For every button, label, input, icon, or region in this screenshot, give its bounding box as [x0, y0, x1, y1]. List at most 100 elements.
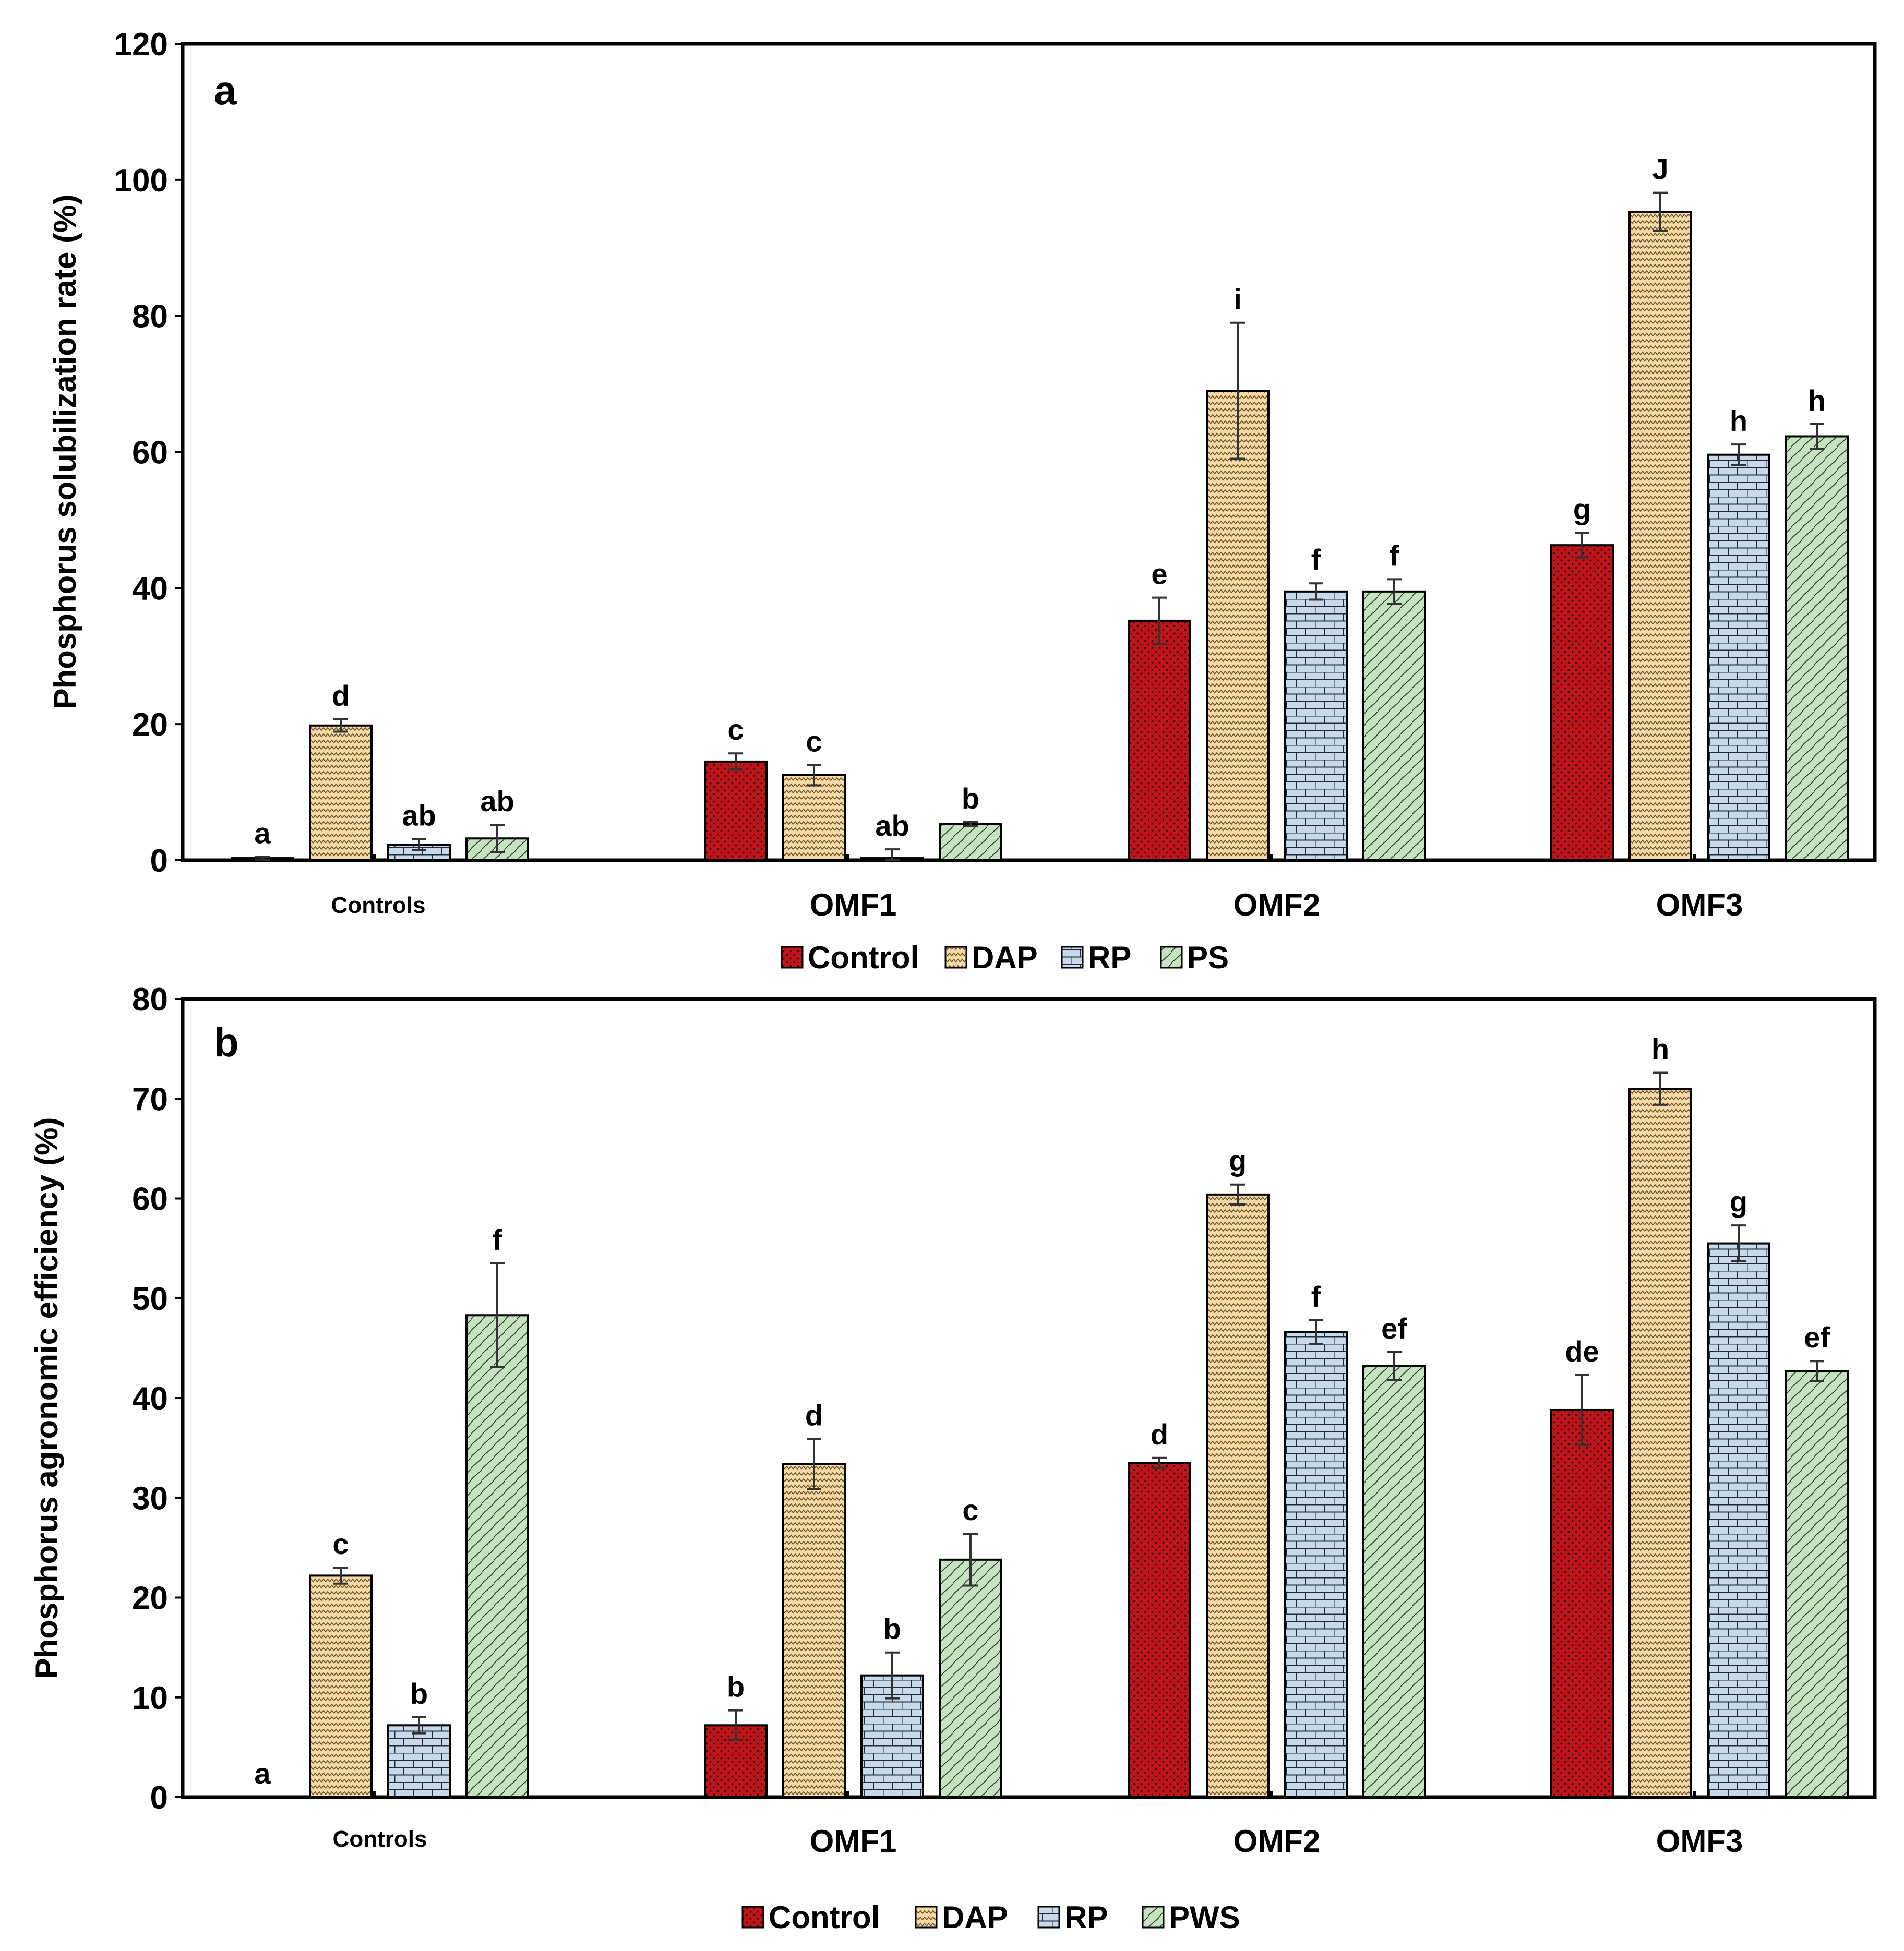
- y-tick-label: 50: [132, 1281, 168, 1317]
- legend-swatch-control-b: [741, 1906, 764, 1929]
- legend-label-ps-a: PS: [1187, 940, 1229, 975]
- bar-dap-omf3: [1628, 211, 1692, 862]
- significance-letter: d: [1151, 1418, 1168, 1451]
- legend-a: Control DAP RP PS: [781, 940, 1229, 975]
- category-label-omf3-b: OMF3: [1656, 1824, 1743, 1859]
- category-label-omf3-a: OMF3: [1656, 887, 1743, 922]
- legend-swatch-control-a: [781, 946, 804, 969]
- significance-letter: a: [254, 816, 271, 849]
- significance-letter: f: [493, 1223, 502, 1256]
- bar-ps-omf2: [1362, 590, 1426, 861]
- significance-letter: i: [1234, 283, 1242, 316]
- bar-control-omf2: [1128, 1462, 1191, 1798]
- y-tick-label: 0: [150, 843, 168, 879]
- legend-label-rp-b: RP: [1064, 1900, 1108, 1935]
- bar-rp-omf3: [1707, 1242, 1770, 1798]
- bar-dap-omf3: [1628, 1088, 1692, 1798]
- panel-a: 0 20 40 60 80 100 120 a c e g d c i Jab ab f h ab b f h a Ph…: [47, 27, 1877, 975]
- significance-letter: c: [962, 1494, 978, 1526]
- y-tick-label: 0: [150, 1780, 168, 1816]
- legend-swatch-dap-b: [915, 1906, 938, 1929]
- significance-letter: ab: [402, 799, 436, 832]
- bar-rp-controls: [387, 1724, 451, 1799]
- bar-pws-omf3: [1785, 1370, 1849, 1799]
- y-tick-label: 70: [132, 1081, 168, 1117]
- panel-label-b: b: [214, 1019, 239, 1065]
- bar-control-omf1: [704, 760, 768, 862]
- category-tick-mark: [1693, 1791, 1696, 1797]
- y-axis-b: 0 10 20 30 40 50 60 70 80: [132, 982, 183, 1816]
- significance-letter: a: [254, 1757, 271, 1790]
- plot-frame-a: [181, 42, 1877, 862]
- significance-letter: h: [1730, 404, 1747, 437]
- category-label-omf2-a: OMF2: [1234, 887, 1321, 922]
- bar-ps-omf1: [939, 823, 1002, 861]
- bar-pws-controls: [465, 1314, 529, 1798]
- legend-swatch-dap-a: [944, 946, 967, 969]
- bar-dap-omf2: [1206, 390, 1270, 861]
- bars-b: a b d de c d g h b b f g f c ef ef: [254, 1033, 1849, 1799]
- category-label-omf1-b: OMF1: [810, 1824, 897, 1859]
- legend-swatch-rp-b: [1037, 1906, 1060, 1929]
- category-tick-mark: [1693, 854, 1696, 860]
- bar-dap-omf1: [782, 774, 846, 861]
- y-tick-label: 80: [132, 299, 168, 335]
- legend-label-rp-a: RP: [1088, 940, 1131, 975]
- legend-swatch-rp-a: [1061, 946, 1084, 969]
- legend-label-control-b: Control: [769, 1900, 880, 1935]
- legend-b: Control DAP RP PWS: [741, 1900, 1240, 1935]
- bar-control-omf3: [1550, 1408, 1614, 1798]
- legend-label-dap-b: DAP: [942, 1900, 1008, 1935]
- significance-letter: b: [962, 782, 979, 815]
- y-tick-label: 120: [114, 27, 168, 63]
- bar-pws-omf2: [1362, 1365, 1426, 1799]
- y-axis-label-b: Phosphorus agronomic efficiency (%): [29, 1117, 64, 1679]
- significance-letter: h: [1651, 1033, 1669, 1066]
- significance-letter: d: [332, 679, 350, 712]
- bar-dap-controls: [309, 724, 373, 862]
- y-tick-label: 10: [132, 1680, 168, 1716]
- y-axis-a: 0 20 40 60 80 100 120: [114, 27, 183, 879]
- legend-swatch-ps-a: [1160, 946, 1183, 969]
- bar-rp-omf2: [1284, 590, 1348, 861]
- bar-rp-omf3: [1707, 453, 1770, 861]
- significance-letter: h: [1808, 384, 1826, 417]
- significance-letter: d: [805, 1399, 823, 1431]
- y-tick-label: 60: [132, 1182, 168, 1218]
- y-tick-label: 20: [132, 1581, 168, 1617]
- category-tick-mark: [1270, 854, 1273, 860]
- y-tick-label: 80: [132, 982, 168, 1018]
- significance-letter: g: [1730, 1185, 1747, 1218]
- legend-swatch-pws-b: [1142, 1906, 1165, 1929]
- significance-letter: ef: [1381, 1312, 1407, 1345]
- significance-letter: c: [332, 1527, 349, 1560]
- significance-letter: de: [1565, 1335, 1599, 1368]
- legend-label-control-a: Control: [808, 940, 919, 975]
- significance-letter: b: [727, 1670, 745, 1703]
- category-label-omf1-a: OMF1: [810, 887, 897, 922]
- y-tick-label: 40: [132, 571, 168, 607]
- category-tick-mark: [1270, 1791, 1273, 1797]
- significance-letter: g: [1573, 493, 1591, 526]
- y-tick-label: 100: [114, 163, 168, 199]
- plot-frame-b: [181, 997, 1877, 1799]
- category-label-controls-b: Controls: [333, 1826, 427, 1852]
- category-tick-mark: [373, 854, 376, 860]
- bar-pws-omf1: [939, 1558, 1002, 1798]
- bars-a: a c e g d c i Jab ab f h ab b f h: [231, 153, 1849, 862]
- significance-letter: f: [1390, 539, 1399, 572]
- significance-letter: g: [1229, 1145, 1247, 1177]
- significance-letter: b: [883, 1612, 901, 1645]
- significance-letter: f: [1311, 543, 1321, 576]
- category-tick-mark: [846, 1791, 849, 1797]
- y-tick-label: 60: [132, 435, 168, 471]
- y-tick-label: 20: [132, 707, 168, 743]
- bar-ps-omf3: [1785, 435, 1849, 861]
- significance-letter: ef: [1804, 1321, 1830, 1354]
- panel-label-a: a: [214, 67, 237, 113]
- category-tick-mark: [846, 854, 849, 860]
- bar-control-omf2: [1128, 619, 1191, 862]
- significance-letter: e: [1151, 558, 1167, 591]
